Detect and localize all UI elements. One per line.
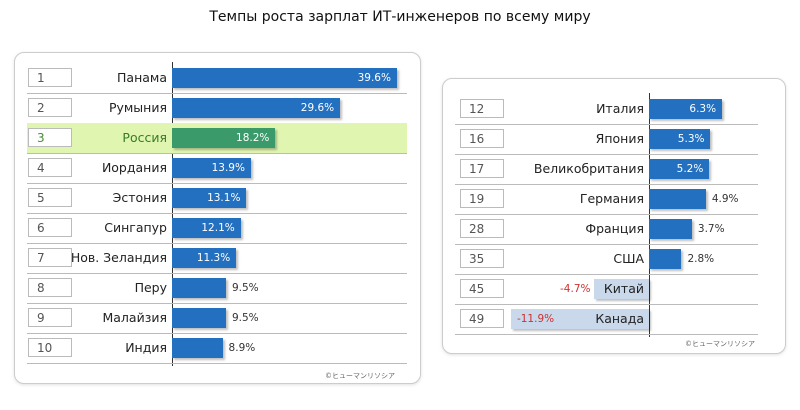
row-separator	[27, 333, 407, 334]
value-label: 12.1%	[201, 222, 235, 234]
rank-box: 28	[460, 219, 504, 238]
bar	[172, 128, 276, 148]
value-label: 29.6%	[300, 102, 335, 114]
rank-box: 12	[460, 99, 504, 118]
row-separator	[455, 304, 758, 305]
row-separator	[27, 303, 407, 304]
country-name: Китай	[603, 281, 644, 296]
bar	[172, 218, 241, 238]
value-label: 2.8%	[687, 253, 715, 265]
value-label: 18.2%	[236, 132, 270, 144]
rank-box: 35	[460, 249, 504, 268]
country-name: Малайзия	[102, 310, 167, 325]
value-label: 39.6%	[357, 72, 391, 84]
rank-box: 5	[28, 188, 72, 207]
bar	[172, 188, 247, 208]
rank-box: 1	[28, 68, 72, 87]
value-label: 4.9%	[711, 193, 739, 205]
country-name: Иордания	[101, 160, 167, 175]
country-name: Канада	[595, 311, 644, 326]
rank-box: 49	[460, 309, 504, 328]
rank-box: 7	[28, 248, 72, 267]
bar	[172, 158, 251, 178]
credit-watermark: ©ヒューマンリソシア	[325, 372, 395, 380]
row-separator	[27, 363, 407, 364]
rank-box: 3	[28, 128, 72, 147]
country-name: Россия	[122, 130, 167, 145]
value-label: 5.3%	[677, 133, 705, 145]
bar	[649, 159, 710, 179]
value-label: 5.2%	[676, 163, 704, 175]
value-label: 13.9%	[211, 162, 245, 174]
bar	[649, 189, 706, 209]
credit-watermark: ©ヒューマンリソシア	[685, 340, 755, 348]
row-separator	[27, 183, 407, 184]
rank-box: 4	[28, 158, 72, 177]
country-name: Перу	[134, 280, 167, 295]
rank-box: 45	[460, 279, 504, 298]
bar	[172, 98, 341, 118]
country-name: Италия	[596, 101, 644, 116]
country-name: Индия	[125, 340, 167, 355]
country-name: Германия	[579, 191, 644, 206]
left-panel: 1 Панама 39.6% 2 Румыния 29.6% 3 Россия 18.2% 4 Ио…	[14, 52, 421, 384]
row-separator	[455, 244, 758, 245]
chart-title: Темпы роста зарплат ИТ-инженеров по всем…	[209, 9, 591, 25]
rank-box: 2	[28, 98, 72, 117]
axis-line	[172, 62, 173, 366]
value-label: 8.9%	[228, 342, 256, 354]
value-label: 13.1%	[207, 192, 241, 204]
row-separator	[455, 334, 758, 335]
rank-box: 10	[28, 338, 72, 357]
value-label: 11.3%	[196, 252, 231, 264]
rank-box: 6	[28, 218, 72, 237]
rank-box: 8	[28, 278, 72, 297]
country-name: Эстония	[112, 190, 167, 205]
negative-bar	[510, 309, 649, 329]
row-separator	[455, 184, 758, 185]
country-name: Сингапур	[104, 220, 167, 235]
country-name: США	[613, 251, 644, 266]
row-separator	[455, 214, 758, 215]
axis-line	[649, 93, 650, 337]
bar	[172, 278, 226, 298]
country-name: Япония	[595, 131, 644, 146]
row-separator	[455, 154, 758, 155]
country-name: Нов. Зеландия	[70, 250, 167, 265]
bar	[172, 338, 223, 358]
bar	[649, 219, 692, 239]
rank-box: 16	[460, 129, 504, 148]
row-separator	[27, 93, 407, 94]
row-separator	[27, 213, 407, 214]
bar	[649, 129, 711, 149]
country-name: Румыния	[108, 100, 167, 115]
row-separator	[455, 124, 758, 125]
row-separator	[27, 153, 407, 154]
value-label: 6.3%	[689, 103, 717, 115]
rank-box: 17	[460, 159, 504, 178]
bar	[172, 68, 397, 88]
bar	[649, 99, 723, 119]
right-panel: 12 Италия 6.3% 16 Япония 5.3% 17 Великобритания…	[442, 78, 786, 354]
rank-box: 9	[28, 308, 72, 327]
row-separator	[455, 274, 758, 275]
country-name: Франция	[585, 221, 644, 236]
bar	[172, 248, 237, 268]
rank-box: 19	[460, 189, 504, 208]
value-label: 9.5%	[231, 312, 259, 324]
row-separator	[27, 243, 407, 244]
negative-bar	[594, 279, 649, 299]
bar	[172, 308, 226, 328]
value-label: -4.7%	[560, 283, 591, 295]
value-label: -11.9%	[516, 313, 555, 325]
value-label: 9.5%	[231, 282, 259, 294]
row-separator	[27, 273, 407, 274]
country-name: Панама	[117, 70, 167, 85]
bar	[649, 249, 682, 269]
value-label: 3.7%	[697, 223, 725, 235]
country-name: Великобритания	[533, 161, 644, 176]
